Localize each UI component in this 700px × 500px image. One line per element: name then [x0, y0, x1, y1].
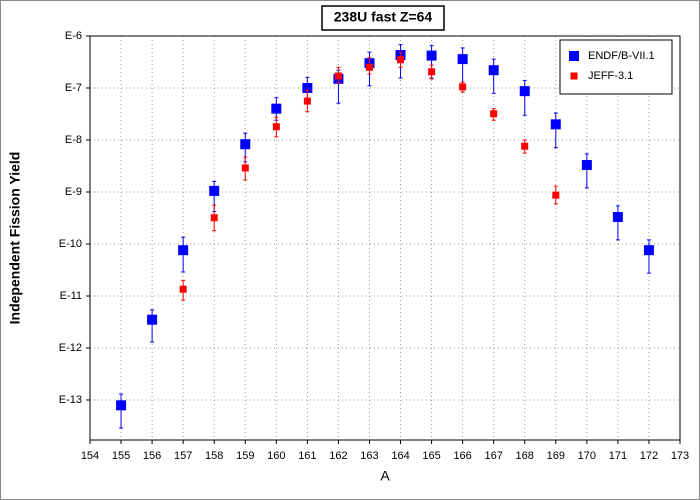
y-tick-label: E-10 [59, 238, 82, 250]
y-axis-label: Independent Fission Yield [7, 152, 23, 325]
point [521, 142, 529, 150]
point [490, 110, 498, 118]
x-tick-label: 172 [640, 450, 658, 462]
y-tick-label: E-13 [59, 394, 82, 406]
x-tick-label: 159 [236, 450, 254, 462]
legend-swatch [570, 72, 578, 80]
legend-swatch [569, 51, 579, 61]
y-tick-label: E-7 [65, 82, 82, 94]
point [302, 82, 313, 93]
point [178, 245, 189, 256]
point [426, 50, 437, 61]
point [272, 123, 280, 131]
point [240, 139, 251, 150]
legend-label: ENDF/B-VII.1 [588, 50, 655, 62]
point [612, 212, 623, 223]
x-tick-label: 161 [298, 450, 316, 462]
point [116, 400, 127, 411]
y-tick-label: E-11 [60, 290, 82, 302]
x-tick-label: 160 [267, 450, 285, 462]
point [179, 285, 187, 293]
point [397, 56, 405, 64]
point [550, 119, 561, 130]
point [552, 191, 560, 199]
x-tick-label: 163 [360, 450, 378, 462]
x-tick-label: 167 [485, 450, 503, 462]
point [334, 72, 342, 80]
point [147, 314, 158, 325]
x-tick-label: 158 [205, 450, 223, 462]
point [303, 97, 311, 105]
x-tick-label: 164 [391, 450, 409, 462]
y-tick-label: E-9 [65, 186, 82, 198]
point [210, 214, 218, 222]
point [271, 103, 282, 114]
x-tick-label: 162 [329, 450, 347, 462]
x-tick-label: 169 [547, 450, 565, 462]
point [519, 86, 530, 97]
point [459, 83, 467, 91]
point [209, 185, 220, 196]
x-axis-label: A [380, 468, 390, 484]
y-tick-label: E-12 [59, 342, 82, 354]
point [365, 63, 373, 71]
point [457, 54, 468, 65]
x-tick-label: 170 [578, 450, 596, 462]
point [488, 65, 499, 76]
x-tick-label: 154 [81, 450, 99, 462]
x-tick-label: 155 [112, 450, 130, 462]
point [643, 245, 654, 256]
point [581, 160, 592, 171]
point [241, 164, 249, 172]
x-tick-label: 166 [453, 450, 471, 462]
x-tick-label: 157 [174, 450, 192, 462]
legend-box [559, 39, 673, 95]
y-tick-label: E-6 [65, 30, 82, 42]
x-tick-label: 156 [143, 450, 161, 462]
x-tick-label: 168 [516, 450, 534, 462]
point [428, 68, 436, 76]
legend-label: JEFF-3.1 [588, 70, 633, 82]
x-tick-label: 171 [609, 450, 627, 462]
title-box [321, 5, 445, 31]
x-tick-label: 173 [671, 450, 689, 462]
plot-area [89, 35, 681, 441]
chart-title: 238U fast Z=64 [334, 9, 433, 25]
x-tick-label: 165 [422, 450, 440, 462]
y-tick-label: E-8 [65, 134, 82, 146]
